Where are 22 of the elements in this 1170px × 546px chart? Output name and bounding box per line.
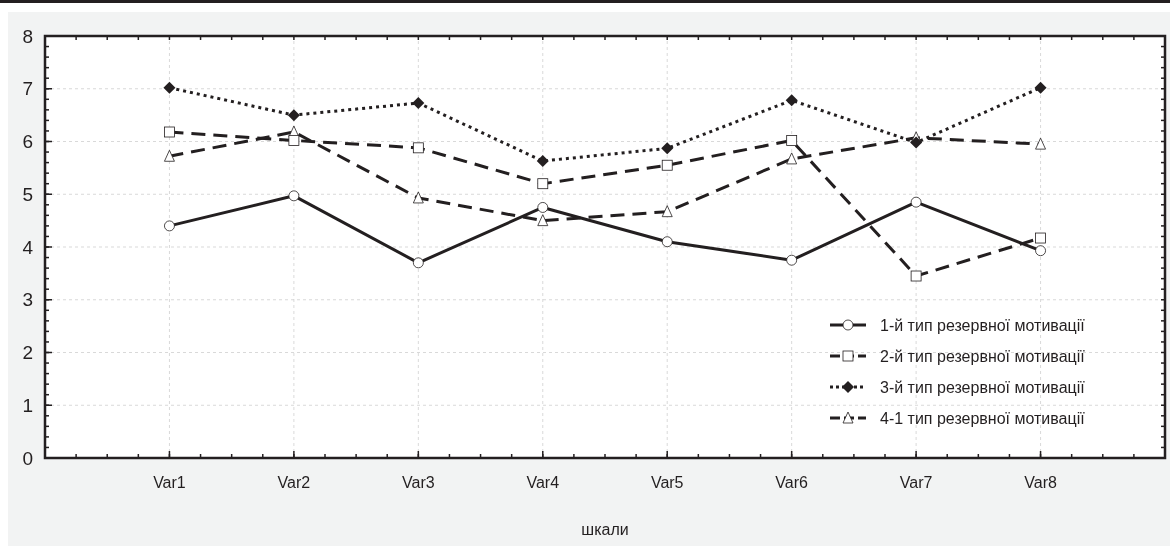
legend-label: 3-й тип резервної мотивації	[880, 378, 1086, 396]
x-tick-label: Var6	[775, 474, 809, 491]
x-axis-title: шкали	[581, 521, 629, 538]
y-tick-label: 0	[22, 447, 33, 469]
x-tick-label: Var5	[650, 474, 684, 491]
x-tick-label: Var2	[277, 474, 311, 491]
y-tick-label: 7	[22, 78, 33, 100]
x-tick-label: Var3	[402, 474, 435, 491]
legend-label: 4-1 тип резервної мотивації	[880, 409, 1086, 427]
y-tick-label: 5	[22, 183, 33, 205]
y-tick-label: 3	[22, 289, 33, 311]
y-tick-label: 1	[22, 394, 33, 416]
x-tick-label: Var8	[1024, 474, 1057, 491]
y-tick-label: 2	[22, 342, 33, 364]
legend-label: 2-й тип резервної мотивації	[880, 347, 1086, 365]
y-tick-label: 6	[22, 131, 33, 153]
x-tick-label: Var7	[899, 474, 933, 491]
x-tick-label: Var1	[153, 474, 186, 491]
y-tick-label: 8	[22, 25, 33, 47]
legend-label: 1-й тип резервної мотивації	[880, 316, 1086, 334]
x-tick-label: Var4	[526, 474, 560, 491]
y-tick-label: 4	[22, 236, 34, 258]
